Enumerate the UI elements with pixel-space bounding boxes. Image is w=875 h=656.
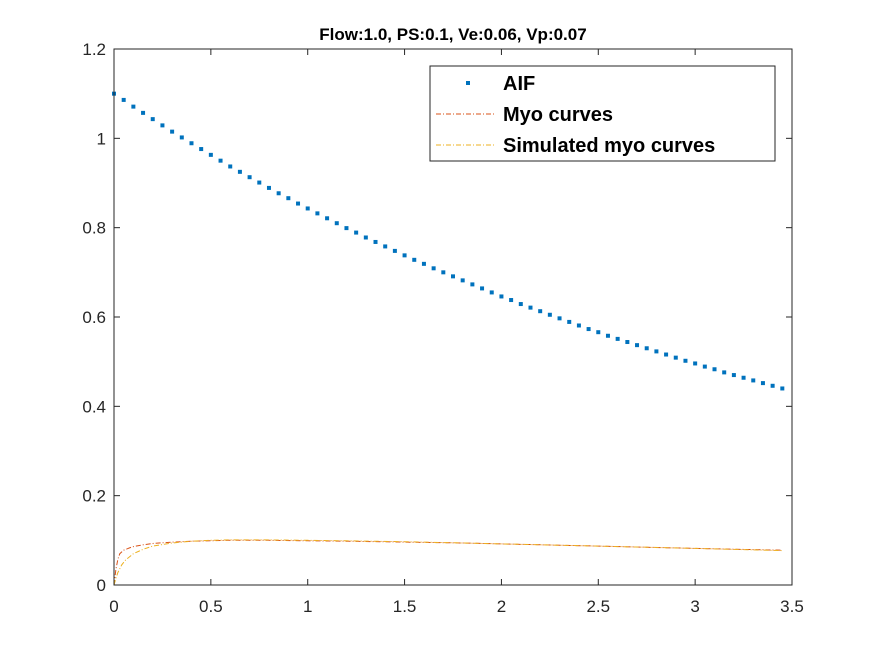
aif-point [237,169,242,174]
aif-point [557,316,562,321]
aif-point [150,117,155,122]
aif-point [586,327,591,332]
x-tick-label: 0.5 [199,597,223,616]
legend-label-myo: Myo curves [503,104,613,126]
y-tick-label: 1 [97,129,106,148]
x-tick-label: 1.5 [393,597,417,616]
simulated-myo-curves-line [113,539,783,586]
aif-point [615,336,620,341]
aif-point [373,239,378,244]
legend-label-simulated: Simulated myo curves [503,135,715,157]
aif-point [305,206,310,211]
aif-point [702,364,707,369]
aif-point [460,278,465,283]
aif-point [392,248,397,253]
aif-point [383,244,388,249]
aif-point [664,352,669,357]
aif-point [199,147,204,152]
x-tick-label: 1 [303,597,312,616]
aif-point [480,286,485,291]
x-tick-label: 0 [109,597,118,616]
aif-point [412,257,417,262]
aif-point [431,266,436,271]
aif-point [344,226,349,231]
aif-point [567,319,572,324]
y-tick-label: 0.2 [82,487,106,506]
aif-point [121,97,126,102]
x-tick-label: 2.5 [586,597,610,616]
aif-point [228,164,233,169]
aif-point [402,253,407,258]
aif-point [576,323,581,328]
aif-point [538,309,543,314]
aif-point [741,375,746,380]
legend-aif-marker [466,81,470,85]
aif-point [189,141,194,146]
aif-point [325,216,330,221]
aif-point [489,290,494,295]
aif-point [760,381,765,386]
aif-point [266,185,271,190]
aif-point [499,294,504,299]
aif-point [218,158,223,163]
aif-point [421,261,426,266]
aif-point [276,191,281,196]
aif-point [257,180,262,185]
myo-curves-line [113,539,783,586]
aif-point [334,221,339,226]
aif-point [363,235,368,240]
aif-point [170,129,175,134]
x-tick-label: 3 [690,597,699,616]
y-tick-label: 0.6 [82,308,106,327]
aif-point [141,110,146,115]
y-tick-label: 0.4 [82,397,106,416]
y-tick-label: 1.2 [82,40,106,59]
y-tick-label: 0 [97,576,106,595]
aif-point [315,211,320,216]
axes: 0 0.5 1 1.5 2 2.5 3 3.5 0 0.2 0.4 0.6 0.8 1 1.2 [82,40,803,616]
legend: AIF Myo curves Simulated myo curves [429,65,776,162]
aif-point [673,355,678,360]
aif-point [286,196,291,201]
y-tick-label: 0.8 [82,219,106,238]
aif-point [712,367,717,372]
aif-point [441,270,446,275]
x-tick-label: 3.5 [780,597,804,616]
legend-label-aif: AIF [503,73,535,95]
aif-point [518,302,523,307]
aif-point [354,230,359,235]
aif-point [247,175,252,180]
aif-point [731,373,736,378]
aif-point [625,340,630,345]
aif-point [635,343,640,348]
aif-point [160,123,165,128]
aif-point [547,312,552,317]
aif-point [528,305,533,310]
aif-point [751,378,756,383]
aif-point [780,386,785,391]
aif-point [722,370,727,375]
aif-point [605,333,610,338]
aif-point [770,383,775,388]
aif-point [208,152,213,157]
x-tick-label: 2 [497,597,506,616]
aif-point [451,274,455,279]
aif-point [296,201,301,206]
chart-title: Flow:1.0, PS:0.1, Ve:0.06, Vp:0.07 [319,25,586,44]
aif-point [179,135,184,140]
aif-point [131,104,136,109]
aif-point [654,349,659,354]
aif-point [683,358,688,363]
aif-point [509,298,514,303]
series-aif [112,91,785,391]
aif-point [596,330,601,335]
aif-point [644,346,649,351]
aif-point [470,282,475,287]
aif-point [693,361,698,366]
